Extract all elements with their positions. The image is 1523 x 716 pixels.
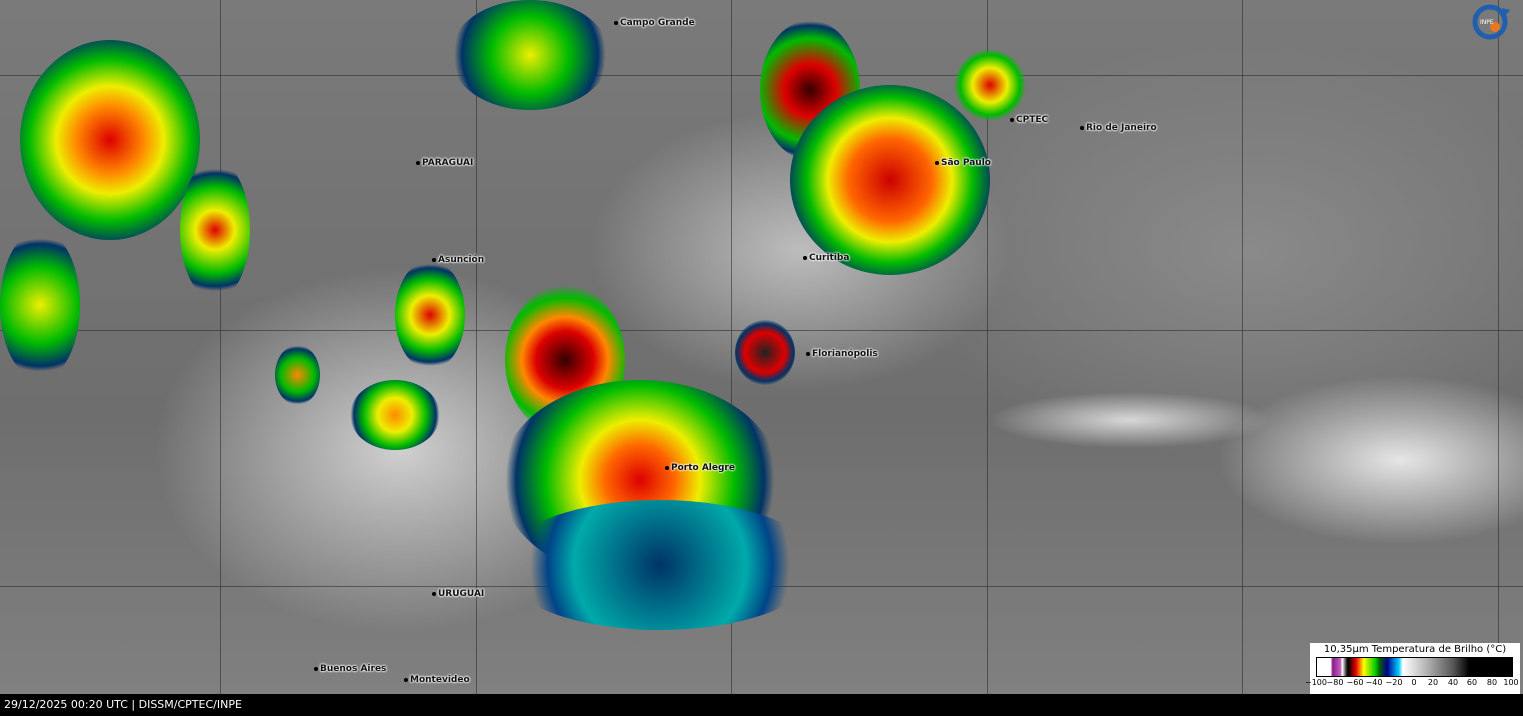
city-label: Curitiba — [803, 253, 849, 263]
timestamp-source: 29/12/2025 00:20 UTC | DISSM/CPTEC/INPE — [4, 698, 242, 711]
legend-ticks: −100 −80 −60 −40 −20 0 20 40 60 80 100 — [1305, 677, 1520, 689]
storm-cell — [500, 500, 820, 630]
country-label: PARAGUAI — [416, 158, 473, 168]
legend-tick: −20 — [1385, 678, 1403, 687]
legend-tick: −80 — [1326, 678, 1344, 687]
legend-tick: 40 — [1447, 678, 1459, 687]
storm-cell — [20, 40, 200, 240]
city-label: Montevideo — [404, 675, 470, 685]
legend-tick: 0 — [1411, 678, 1417, 687]
storm-cell — [275, 345, 320, 405]
satellite-map[interactable]: Campo Grande PARAGUAI Asunción CPTEC Rio… — [0, 0, 1523, 694]
legend-tick: −100 — [1305, 678, 1327, 687]
storm-cell — [350, 380, 440, 450]
city-label: Campo Grande — [614, 18, 695, 28]
grid-line — [476, 0, 477, 694]
city-label: Buenos Aires — [314, 664, 386, 674]
city-label: São Paulo — [935, 158, 991, 168]
grid-line — [987, 0, 988, 694]
storm-cell — [735, 320, 795, 385]
storm-cell — [395, 260, 465, 370]
grid-line — [1498, 0, 1499, 694]
legend-tick: 60 — [1466, 678, 1478, 687]
legend-tick: −60 — [1346, 678, 1364, 687]
storm-cell — [955, 50, 1025, 120]
logo-text: INPE — [1480, 19, 1494, 26]
inpe-logo: INPE — [1472, 4, 1510, 40]
city-label: CPTEC — [1010, 115, 1048, 125]
storm-cell — [0, 230, 80, 380]
legend-tick: 80 — [1486, 678, 1498, 687]
legend-tick: 20 — [1427, 678, 1439, 687]
color-legend: 10,35µm Temperatura de Brilho (°C) −100 … — [1305, 643, 1520, 694]
legend-tick: −40 — [1365, 678, 1383, 687]
storm-cell — [450, 0, 610, 110]
legend-title: 10,35µm Temperatura de Brilho (°C) — [1323, 644, 1507, 655]
grid-line — [220, 0, 221, 694]
storm-cell — [180, 160, 250, 300]
storm-cell — [790, 85, 990, 275]
country-label: URUGUAI — [432, 589, 484, 599]
legend-tick: 100 — [1503, 678, 1519, 687]
grid-line — [1242, 0, 1243, 694]
legend-colorbar — [1316, 657, 1513, 677]
grid-line — [731, 0, 732, 694]
city-label: Porto Alegre — [665, 463, 735, 473]
city-label: Asunción — [432, 255, 484, 265]
status-bar: 29/12/2025 00:20 UTC | DISSM/CPTEC/INPE — [0, 694, 1523, 716]
city-label: Rio de Janeiro — [1080, 123, 1157, 133]
city-label: Florianópolis — [806, 349, 878, 359]
